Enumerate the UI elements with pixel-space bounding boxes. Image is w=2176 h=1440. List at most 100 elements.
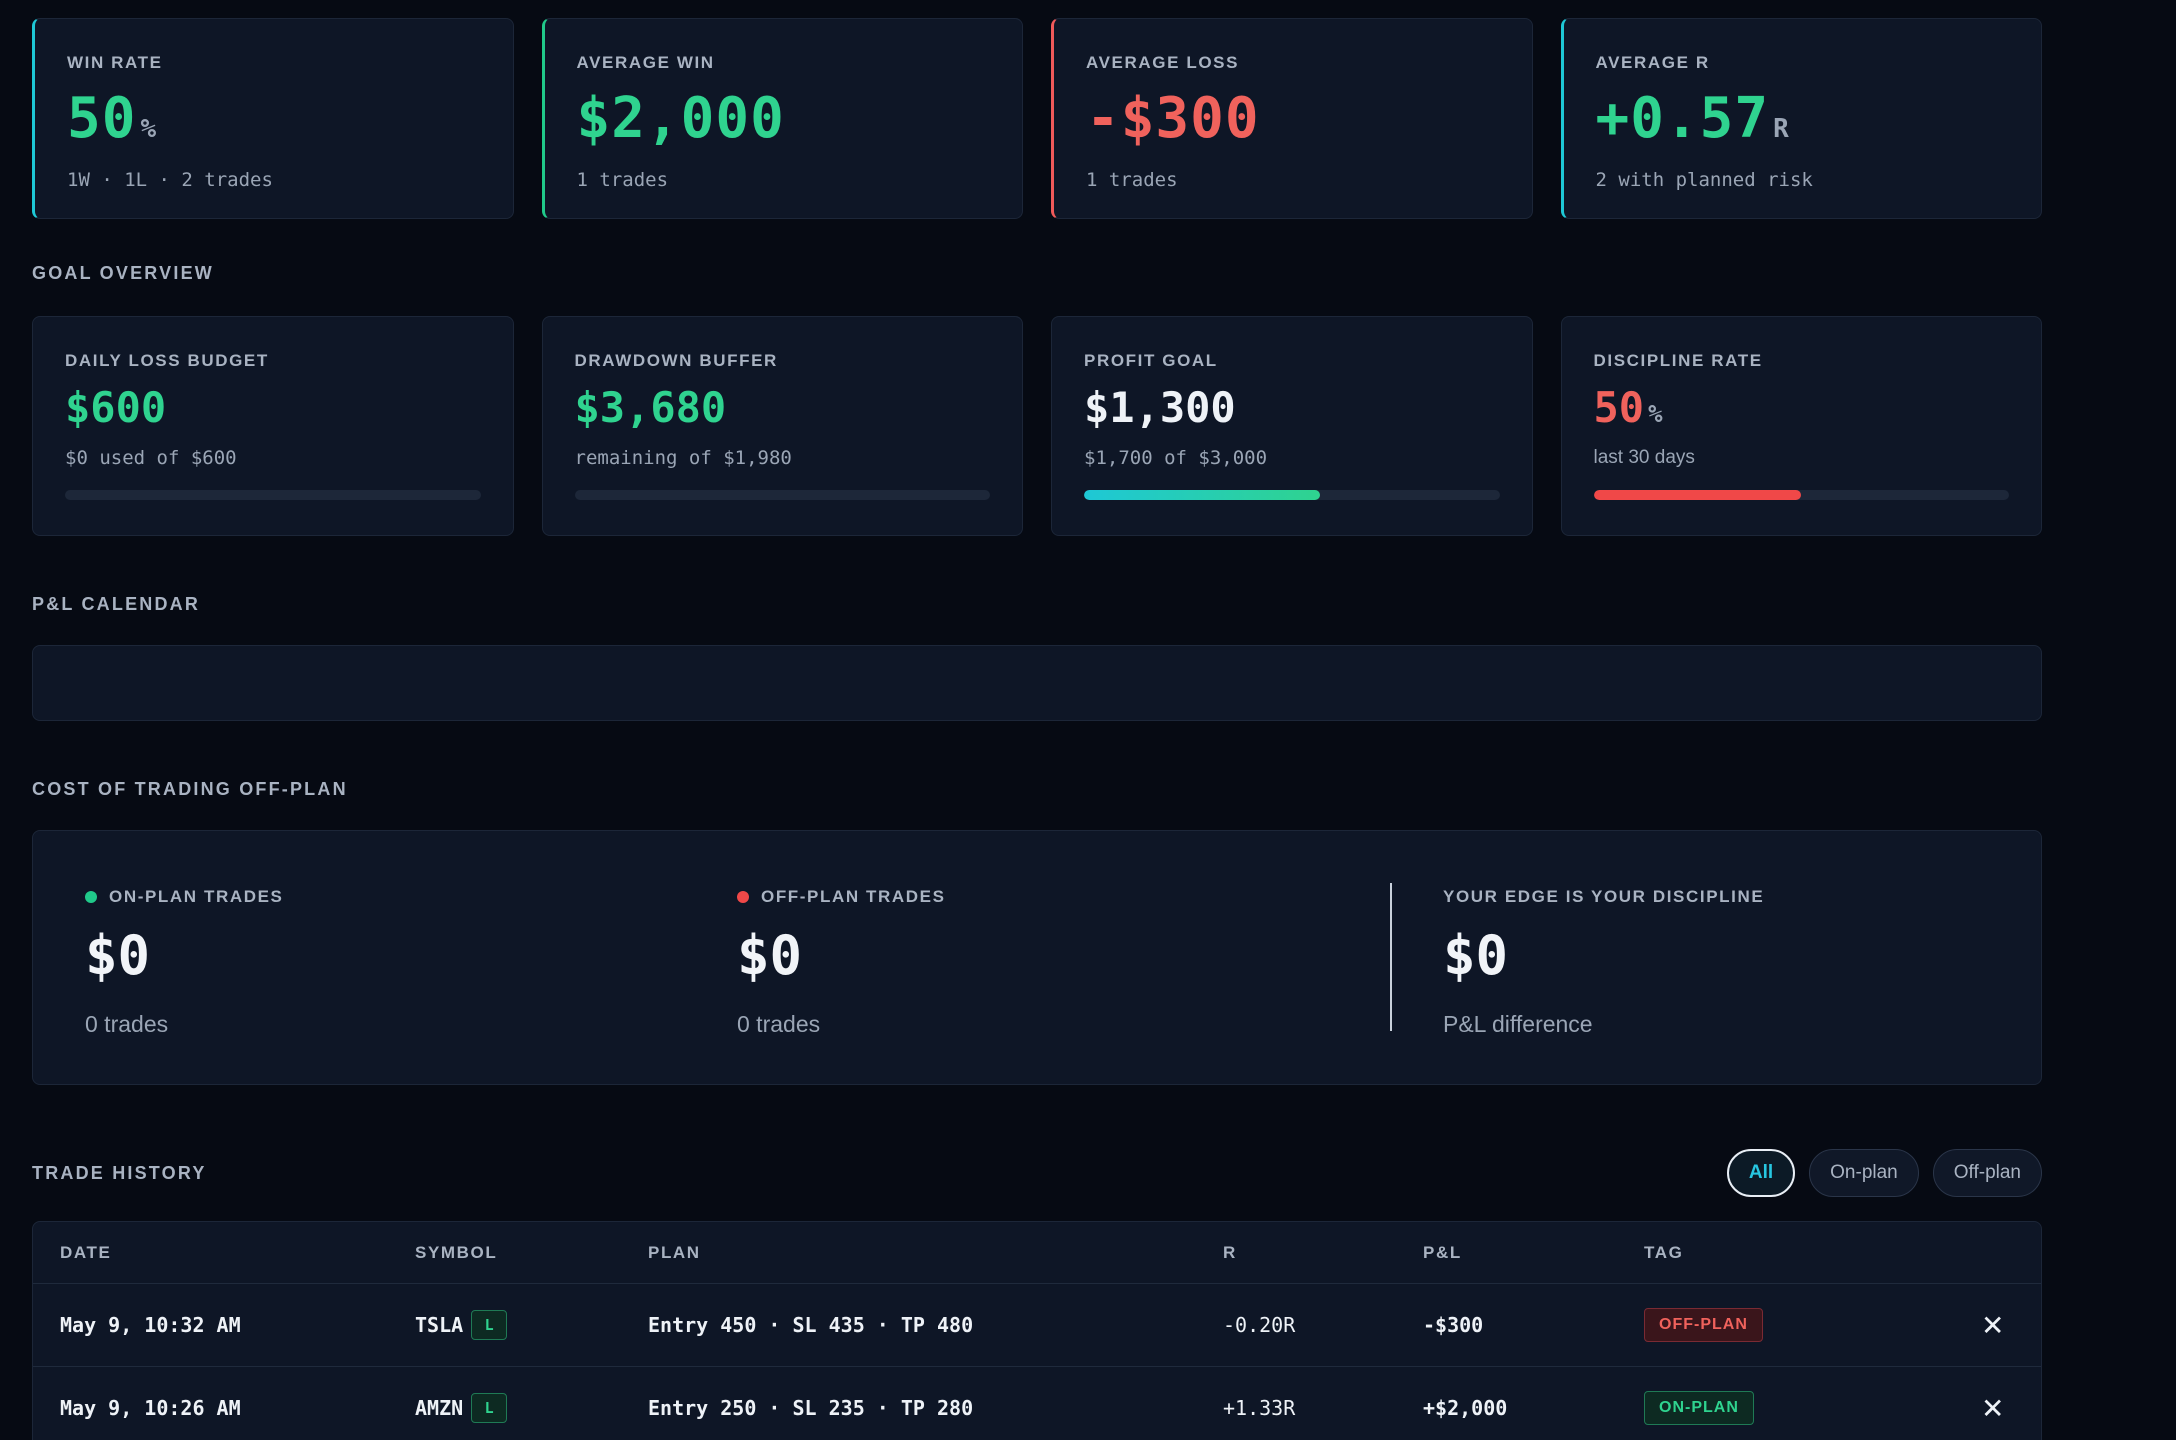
trade-history-table: DATE SYMBOL PLAN R P&L TAG May 9, 10:32 … [32,1221,2042,1440]
edge-summary: YOUR EDGE IS YOUR DISCIPLINE $0 P&L diff… [1443,887,1764,1038]
table-row[interactable]: May 9, 10:26 AM AMZN L Entry 250 · SL 23… [33,1366,2041,1440]
discipline-rate-sub: last 30 days [1593,447,1695,468]
daily-loss-budget-progress [65,490,481,500]
win-rate-sub: 1W · 1L · 2 trades [67,169,273,191]
profit-goal-card: PROFIT GOAL $1,300 $1,700 of $3,000 [1051,316,1533,536]
on-plan-label: ON-PLAN TRADES [85,887,283,907]
average-r-sub: 2 with planned risk [1595,169,1813,191]
filter-on-plan-button[interactable]: On-plan [1809,1149,1919,1197]
pnl-calendar[interactable] [32,645,2042,721]
filter-off-plan-button[interactable]: Off-plan [1932,1149,2042,1197]
discipline-rate-card: DISCIPLINE RATE 50% last 30 days [1560,316,2042,536]
column-header-pnl[interactable]: P&L [1423,1242,1462,1262]
table-header-row: DATE SYMBOL PLAN R P&L TAG [33,1222,2041,1283]
cost-off-plan-panel: ON-PLAN TRADES $0 0 trades OFF-PLAN TRAD… [32,830,2042,1085]
long-badge: L [471,1393,508,1423]
off-plan-tag[interactable]: OFF-PLAN [1644,1308,1763,1342]
average-win-sub: 1 trades [576,169,669,191]
trade-history-header: TRADE HISTORY All On-plan Off-plan [32,1149,2042,1197]
column-header-plan[interactable]: PLAN [648,1242,701,1262]
on-plan-tag[interactable]: ON-PLAN [1644,1391,1754,1425]
win-rate-label: WIN RATE [67,53,163,72]
column-header-date[interactable]: DATE [60,1242,112,1262]
trade-history-title: TRADE HISTORY [32,1162,207,1183]
trade-date: May 9, 10:26 AM [60,1396,241,1420]
discipline-rate-label: DISCIPLINE RATE [1593,351,1763,370]
pnl-calendar-title: P&L CALENDAR [32,594,201,614]
average-loss-label: AVERAGE LOSS [1086,53,1240,72]
goal-overview-row: DAILY LOSS BUDGET $600 $0 used of $600 D… [32,316,2042,536]
win-rate-number: 50 [67,86,137,151]
trade-date: May 9, 10:32 AM [60,1313,241,1337]
discipline-rate-number: 50 [1593,383,1645,432]
daily-loss-budget-value: $600 [65,383,167,432]
win-rate-unit: % [140,114,157,144]
off-plan-summary: OFF-PLAN TRADES $0 0 trades [737,887,946,1038]
close-icon[interactable]: ✕ [1981,1392,2005,1424]
trade-pnl: -$300 [1423,1313,1484,1337]
trade-r: -0.20R [1223,1313,1296,1337]
column-header-tag[interactable]: TAG [1644,1242,1684,1262]
trade-filters: All On-plan Off-plan [1726,1149,2042,1197]
average-loss-sub: 1 trades [1086,169,1178,191]
off-plan-amount: $0 [737,924,803,987]
drawdown-buffer-label: DRAWDOWN BUFFER [574,351,778,370]
edge-label: YOUR EDGE IS YOUR DISCIPLINE [1443,887,1765,906]
average-r-value: +0.57 R [1596,91,2010,147]
green-dot-icon [85,891,97,903]
stats-row: WIN RATE 50% 1W · 1L · 2 trades AVERAGE … [32,18,2042,219]
daily-loss-budget-label: DAILY LOSS BUDGET [65,351,269,370]
average-win-value: $2,000 [576,86,785,151]
discipline-rate-unit: % [1648,400,1663,428]
filter-all-button[interactable]: All [1726,1149,1796,1197]
long-badge: L [471,1310,508,1340]
edge-sub: P&L difference [1443,1011,1593,1037]
profit-goal-sub: $1,700 of $3,000 [1084,447,1268,469]
average-r-label: AVERAGE R [1595,53,1710,72]
trade-plan: Entry 250 · SL 235 · TP 280 [648,1396,974,1420]
trade-pnl: +$2,000 [1423,1396,1508,1420]
trade-plan: Entry 450 · SL 435 · TP 480 [648,1313,974,1337]
table-row[interactable]: May 9, 10:32 AM TSLA L Entry 450 · SL 43… [33,1283,2041,1366]
on-plan-sub: 0 trades [85,1011,169,1037]
drawdown-buffer-value: $3,680 [574,383,727,432]
cost-off-plan-title: COST OF TRADING OFF-PLAN [32,779,348,799]
drawdown-buffer-progress [574,490,990,500]
discipline-rate-value: 50% [1594,387,2010,429]
on-plan-summary: ON-PLAN TRADES $0 0 trades [85,887,283,1038]
column-header-r[interactable]: R [1223,1242,1237,1262]
off-plan-label-text: OFF-PLAN TRADES [761,887,946,906]
cost-divider [1390,883,1392,1031]
drawdown-buffer-card: DRAWDOWN BUFFER $3,680 remaining of $1,9… [541,316,1023,536]
goal-overview-title: GOAL OVERVIEW [32,263,214,283]
drawdown-buffer-sub: remaining of $1,980 [574,447,792,469]
trade-symbol: TSLA L [415,1310,508,1340]
average-r-card: AVERAGE R +0.57 R 2 with planned risk [1560,18,2042,219]
average-win-label: AVERAGE WIN [576,53,715,72]
trade-r: +1.33R [1223,1396,1296,1420]
trade-symbol-text: TSLA [415,1313,464,1337]
average-loss-card: AVERAGE LOSS -$300 1 trades [1051,18,1533,219]
discipline-rate-progress [1593,490,2009,500]
average-loss-value: -$300 [1086,86,1260,151]
edge-amount: $0 [1443,924,1509,987]
off-plan-sub: 0 trades [737,1011,821,1037]
on-plan-amount: $0 [85,924,151,987]
trade-symbol-text: AMZN [415,1396,464,1420]
trade-symbol: AMZN L [415,1393,508,1423]
average-r-unit: R [1773,114,1789,144]
average-win-card: AVERAGE WIN $2,000 1 trades [541,18,1023,219]
column-header-symbol[interactable]: SYMBOL [415,1242,498,1262]
close-icon[interactable]: ✕ [1981,1309,2005,1341]
win-rate-card: WIN RATE 50% 1W · 1L · 2 trades [32,18,514,219]
daily-loss-budget-sub: $0 used of $600 [65,447,237,469]
red-dot-icon [737,891,749,903]
profit-goal-value: $1,300 [1084,383,1236,432]
on-plan-label-text: ON-PLAN TRADES [109,887,284,906]
profit-goal-label: PROFIT GOAL [1084,351,1218,370]
daily-loss-budget-card: DAILY LOSS BUDGET $600 $0 used of $600 [32,316,514,536]
average-r-number: +0.57 [1595,86,1770,151]
off-plan-label: OFF-PLAN TRADES [737,887,946,907]
win-rate-value: 50% [67,91,481,147]
profit-goal-progress [1084,490,1500,500]
